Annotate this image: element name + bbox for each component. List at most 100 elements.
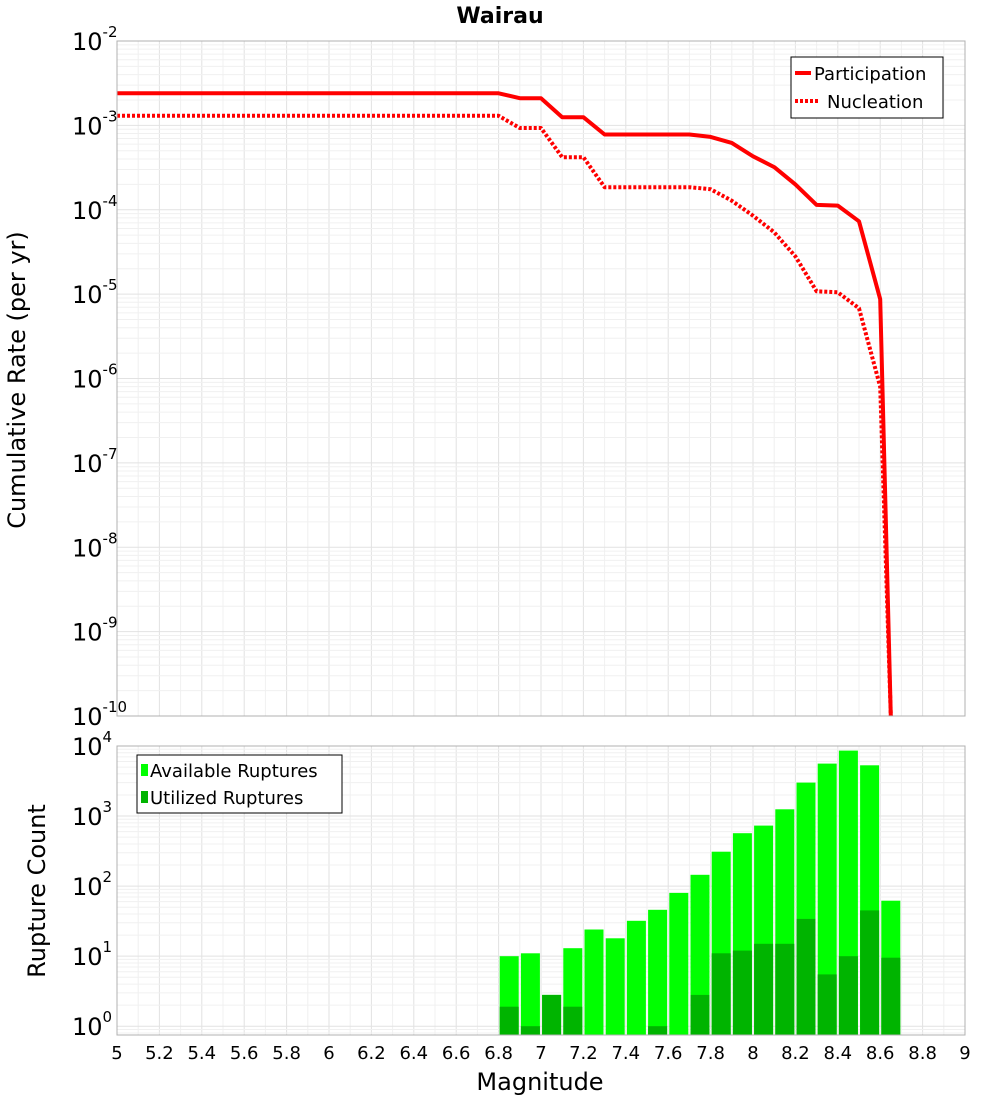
y-tick-label: 10-10 — [72, 698, 127, 731]
x-tick-label: 8.8 — [908, 1043, 937, 1064]
x-tick-label: 7.2 — [569, 1043, 598, 1064]
legend-utilized-swatch — [141, 791, 148, 803]
y-tick-base: 10 — [72, 943, 103, 971]
available-bar-8.35 — [817, 763, 837, 1035]
y-tick-exponent: -2 — [103, 23, 118, 41]
utilized-bar-8.25 — [796, 918, 816, 1035]
y-tick-exponent: -6 — [103, 361, 118, 379]
utilized-bar-8.35 — [817, 974, 837, 1035]
utilized-bar-7.95 — [732, 950, 752, 1035]
y-tick-base: 10 — [72, 281, 103, 309]
y-tick-exponent: -3 — [103, 107, 118, 125]
y-tick-label: 104 — [72, 728, 112, 761]
available-bar-7.35 — [605, 938, 625, 1035]
y-tick-base: 10 — [72, 197, 103, 225]
cumulative-rate-panel: 10-210-310-410-510-610-710-810-910-10 Wa… — [3, 4, 966, 731]
y-tick-label: 102 — [72, 868, 112, 901]
x-tick-label: 7.8 — [696, 1043, 725, 1064]
x-tick-label: 7.6 — [654, 1043, 683, 1064]
y-tick-base: 10 — [72, 450, 103, 478]
legend-available-swatch — [141, 764, 148, 776]
available-bar-7.55 — [648, 909, 668, 1035]
utilized-bar-6.85 — [499, 1006, 519, 1035]
y-tick-label: 10-3 — [72, 107, 118, 140]
y-tick-label: 10-4 — [72, 192, 118, 225]
x-tick-label: 5.4 — [187, 1043, 216, 1064]
legend-utilized-label: Utilized Ruptures — [150, 788, 303, 809]
x-tick-label: 5.6 — [230, 1043, 259, 1064]
available-bar-7.45 — [626, 920, 646, 1035]
y-tick-label: 10-8 — [72, 529, 118, 562]
utilized-bar-8.45 — [838, 956, 858, 1035]
x-tick-label: 7.4 — [611, 1043, 640, 1064]
y-tick-exponent: -4 — [103, 192, 118, 210]
cumulative-rate-legend-box — [790, 56, 944, 119]
utilized-bar-7.15 — [563, 1006, 583, 1035]
x-tick-label: 6.8 — [484, 1043, 513, 1064]
x-tick-label: 5.2 — [145, 1043, 174, 1064]
x-tick-label: 8.6 — [866, 1043, 895, 1064]
y-tick-label: 103 — [72, 798, 112, 831]
y-tick-exponent: -9 — [103, 614, 118, 632]
y-tick-base: 10 — [72, 873, 103, 901]
cumulative-rate-y-ticks: 10-210-310-410-510-610-710-810-910-10 — [72, 23, 127, 731]
chart-title: Wairau — [456, 4, 543, 29]
y-tick-label: 100 — [72, 1008, 112, 1041]
y-tick-label: 10-6 — [72, 361, 118, 394]
rupture-count-plot-frame — [116, 745, 966, 1036]
y-tick-base: 10 — [72, 534, 103, 562]
y-tick-exponent: 4 — [103, 728, 113, 746]
y-tick-label: 10-2 — [72, 23, 118, 56]
y-tick-base: 10 — [72, 803, 103, 831]
utilized-bar-6.95 — [520, 1026, 540, 1035]
legend-nucleation-label: Nucleation — [827, 92, 923, 113]
available-bar-6.95 — [520, 953, 540, 1035]
cumulative-rate-legend: Participation Nucleation — [790, 56, 944, 119]
cumulative-rate-lines — [117, 91, 893, 717]
x-tick-label: 9 — [959, 1043, 970, 1064]
y-tick-base: 10 — [72, 28, 103, 56]
rupture-count-legend: Available Ruptures Utilized Ruptures — [136, 754, 343, 814]
available-bar-7.65 — [669, 892, 689, 1035]
legend-participation-label: Participation — [814, 64, 926, 85]
y-tick-label: 10-7 — [72, 445, 118, 478]
rupture-count-y-axis-label: Rupture Count — [23, 804, 51, 978]
y-tick-base: 10 — [72, 112, 103, 140]
utilized-bar-7.75 — [690, 994, 710, 1035]
available-bar-7.25 — [584, 929, 604, 1035]
x-tick-label: 6 — [323, 1043, 334, 1064]
y-tick-exponent: -7 — [103, 445, 118, 463]
cumulative-rate-grid — [116, 41, 966, 717]
y-tick-base: 10 — [72, 1013, 103, 1041]
x-tick-label: 8.2 — [781, 1043, 810, 1064]
utilized-bar-8.55 — [860, 910, 880, 1035]
utilized-bar-7.55 — [648, 1026, 668, 1035]
y-tick-exponent: 1 — [103, 938, 113, 956]
rupture-count-legend-box — [136, 754, 343, 814]
y-tick-exponent: -5 — [103, 276, 118, 294]
utilized-bar-8.65 — [881, 957, 901, 1035]
y-tick-label: 10-5 — [72, 276, 118, 309]
x-tick-label: 6.4 — [399, 1043, 428, 1064]
y-tick-exponent: -10 — [103, 698, 128, 716]
utilized-bar-7.85 — [711, 953, 731, 1035]
x-tick-label: 6.2 — [357, 1043, 386, 1064]
y-tick-base: 10 — [72, 619, 103, 647]
y-tick-label: 101 — [72, 938, 112, 971]
magnitude-x-axis-label: Magnitude — [476, 1068, 603, 1096]
y-tick-exponent: -8 — [103, 529, 118, 547]
utilized-bar-8.05 — [754, 943, 774, 1035]
legend-available-label: Available Ruptures — [150, 761, 318, 782]
cumulative-rate-y-axis-label: Cumulative Rate (per yr) — [3, 231, 31, 529]
magnitude-x-ticks: 5 5.2 5.4 5.6 5.8 6 6.2 6.4 6.6 6.8 7 7.2 7.4 7.6 7.8 8… — [111, 1043, 970, 1064]
y-tick-base: 10 — [72, 703, 103, 731]
cumulative-rate-plot-frame — [116, 40, 966, 717]
series-line-nucleation — [117, 113, 893, 717]
y-tick-exponent: 3 — [103, 798, 113, 816]
x-tick-label: 8 — [747, 1043, 758, 1064]
x-tick-label: 5.8 — [272, 1043, 301, 1064]
